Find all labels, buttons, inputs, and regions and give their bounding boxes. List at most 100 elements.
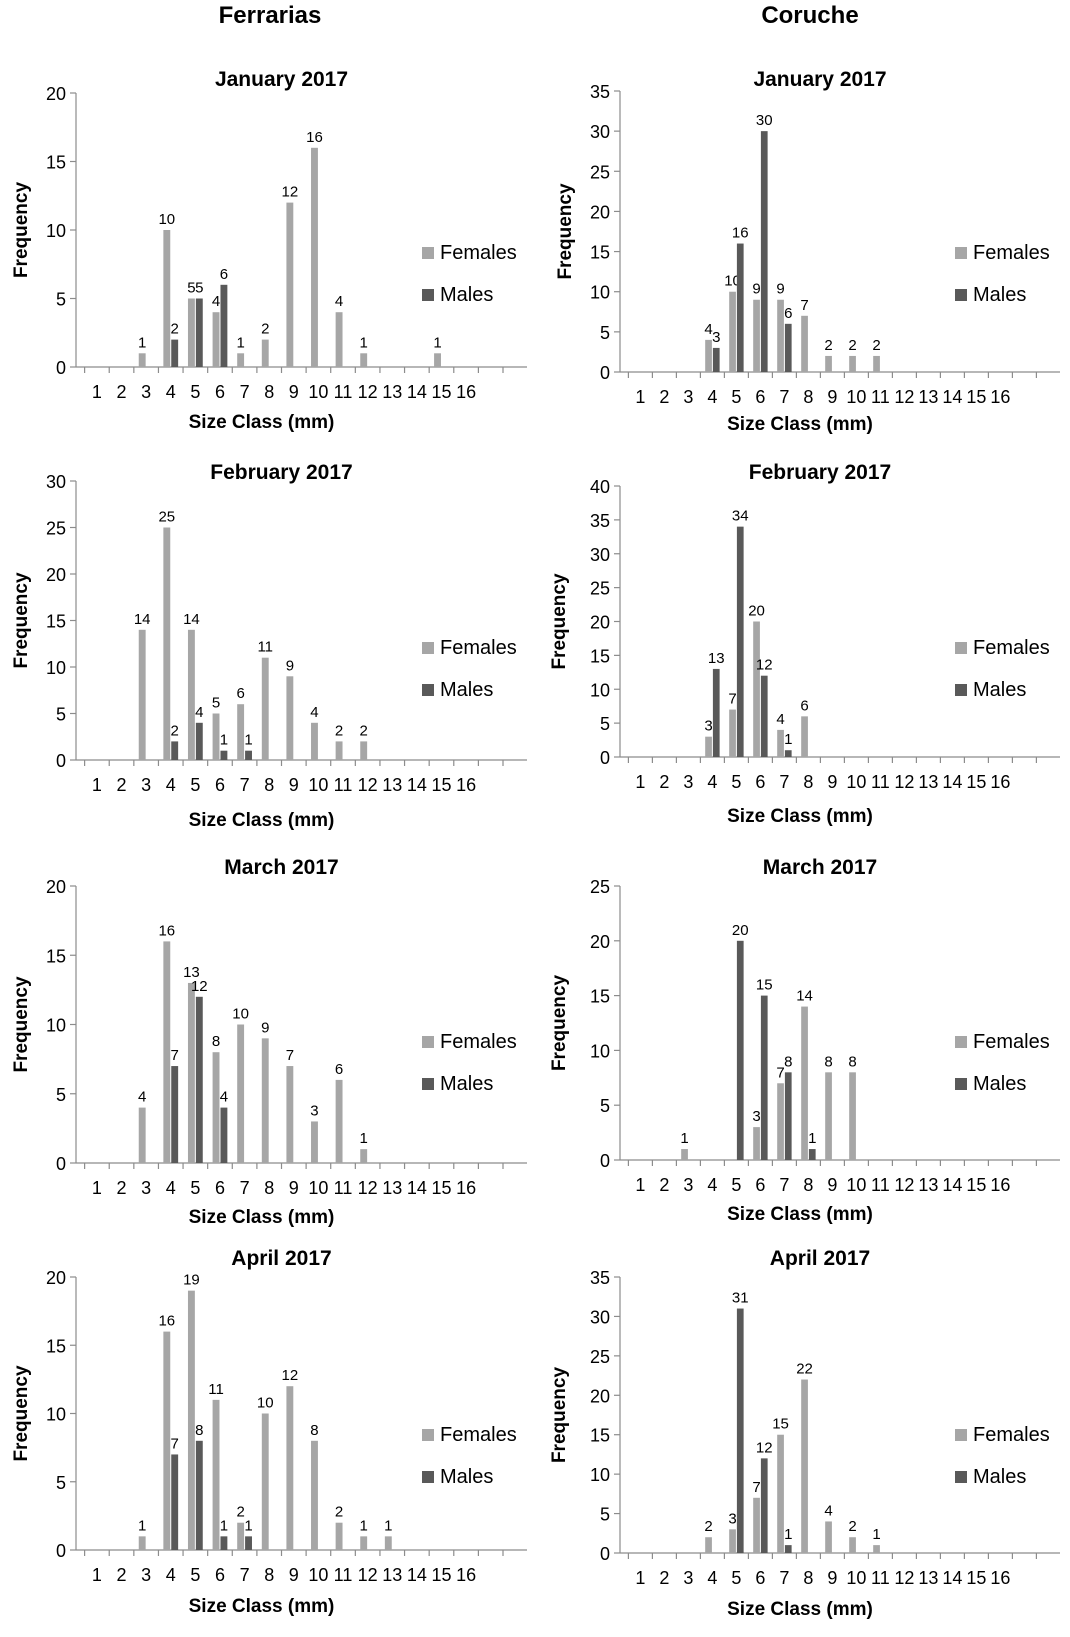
x-tick-label: 3 (683, 387, 693, 407)
x-tick-label: 12 (358, 382, 378, 402)
bar-females-3 (681, 1149, 688, 1160)
bar-females-11 (335, 1079, 343, 1163)
x-tick-label: 4 (166, 1178, 176, 1198)
x-tick-label: 1 (635, 772, 645, 792)
y-tick-label: 40 (590, 477, 610, 497)
bar-females-9 (286, 1386, 294, 1550)
bar-males-4 (171, 1454, 179, 1550)
bar-data-label: 2 (335, 722, 343, 739)
y-tick-label: 0 (600, 1544, 610, 1564)
bar-data-label: 8 (784, 1053, 792, 1070)
x-tick-label: 13 (382, 775, 402, 795)
x-tick-label: 12 (358, 775, 378, 795)
x-tick-label: 12 (358, 1565, 378, 1585)
bar-data-label: 7 (171, 1435, 179, 1452)
bar-females-8 (261, 339, 269, 367)
x-tick-label: 8 (264, 775, 274, 795)
x-tick-label: 8 (264, 1565, 274, 1585)
bar-data-label: 2 (171, 321, 179, 338)
bar-data-label: 14 (183, 611, 200, 628)
x-tick-label: 10 (308, 775, 328, 795)
bar-males-7 (784, 323, 792, 372)
bar-females-10 (849, 355, 856, 372)
y-axis-label: Frequency (549, 573, 570, 670)
bar-males-4 (171, 339, 179, 367)
bar-data-label: 4 (212, 293, 220, 310)
bar-data-label: 4 (195, 704, 203, 721)
legend-label-females: Females (440, 637, 517, 659)
bar-females-6 (212, 1052, 220, 1163)
x-tick-label: 9 (289, 775, 299, 795)
x-tick-label: 2 (659, 1175, 669, 1195)
legend-swatch-males (955, 1078, 967, 1090)
bar-data-label: 4 (335, 293, 343, 310)
y-tick-label: 30 (590, 545, 610, 565)
bar-females-4 (705, 736, 712, 757)
x-tick-label: 7 (240, 1178, 250, 1198)
bar-females-11 (335, 741, 343, 760)
y-axis-label: Frequency (555, 183, 576, 280)
bar-data-label: 20 (748, 603, 765, 620)
x-tick-label: 3 (141, 382, 151, 402)
bar-females-9 (825, 355, 832, 372)
y-axis-label: Frequency (549, 1367, 570, 1464)
bar-females-6 (212, 713, 220, 760)
y-tick-label: 15 (46, 946, 66, 966)
legend-label-males: Males (973, 679, 1026, 701)
x-axis-label: Size Class (mm) (189, 412, 335, 433)
bar-males-5 (195, 298, 203, 367)
y-tick-label: 10 (590, 680, 610, 700)
x-tick-label: 6 (215, 1178, 225, 1198)
x-tick-label: 5 (190, 1565, 200, 1585)
legend-swatch-females (422, 1429, 434, 1441)
bar-females-7 (777, 729, 784, 757)
x-axis-label: Size Class (mm) (189, 1207, 335, 1228)
x-tick-label: 11 (871, 387, 890, 407)
legend-swatch-males (422, 289, 434, 301)
x-tick-label: 9 (289, 382, 299, 402)
x-tick-label: 12 (894, 387, 914, 407)
x-tick-label: 11 (871, 772, 890, 792)
bar-data-label: 4 (220, 1089, 228, 1106)
y-tick-label: 5 (56, 1473, 66, 1493)
y-tick-label: 25 (590, 877, 610, 897)
bar-females-6 (212, 312, 220, 367)
x-tick-label: 6 (215, 1565, 225, 1585)
bar-females-7 (237, 353, 245, 367)
legend-swatch-males (955, 289, 967, 301)
site-title-coruche: Coruche (761, 2, 859, 29)
x-tick-label: 5 (731, 1568, 741, 1588)
x-tick-label: 11 (871, 1568, 890, 1588)
y-tick-label: 5 (600, 1096, 610, 1116)
y-tick-label: 20 (590, 1386, 610, 1406)
bar-data-label: 13 (183, 964, 200, 981)
bar-females-10 (311, 722, 318, 760)
chart-title: March 2017 (224, 856, 338, 879)
bar-data-label: 8 (310, 1422, 318, 1439)
x-axis-label: Size Class (mm) (727, 1204, 873, 1225)
y-tick-label: 10 (590, 1465, 610, 1485)
bar-males-8 (808, 1149, 816, 1160)
x-axis-label: Size Class (mm) (727, 806, 873, 827)
bar-females-11 (873, 1545, 880, 1553)
x-tick-label: 8 (264, 382, 274, 402)
x-tick-label: 8 (803, 1568, 813, 1588)
legend-swatch-females (422, 1036, 434, 1048)
bar-data-label: 9 (286, 657, 294, 674)
bar-females-8 (801, 315, 808, 372)
x-tick-label: 16 (456, 775, 476, 795)
bar-data-label: 30 (756, 112, 773, 129)
x-axis-label: Size Class (mm) (727, 414, 873, 435)
bar-females-9 (286, 202, 294, 367)
bar-data-label: 1 (808, 1130, 816, 1147)
x-tick-label: 6 (755, 387, 765, 407)
y-axis-label: Frequency (11, 182, 32, 279)
y-tick-label: 5 (56, 290, 66, 310)
chart-title: February 2017 (210, 461, 352, 484)
y-tick-label: 35 (590, 511, 610, 531)
y-tick-label: 0 (56, 1541, 66, 1561)
bar-females-7 (237, 1522, 245, 1550)
bar-data-label: 2 (848, 337, 856, 354)
x-tick-label: 9 (827, 387, 837, 407)
